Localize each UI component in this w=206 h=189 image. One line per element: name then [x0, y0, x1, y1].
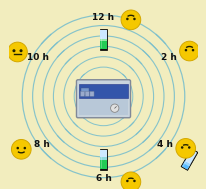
Circle shape	[23, 147, 26, 149]
Bar	[183, 161, 189, 167]
Circle shape	[11, 139, 31, 159]
Bar	[181, 161, 189, 170]
Circle shape	[180, 146, 183, 149]
Text: 6 h: 6 h	[95, 174, 111, 183]
Circle shape	[132, 18, 135, 20]
Circle shape	[121, 172, 140, 189]
Circle shape	[125, 18, 128, 20]
Bar	[100, 157, 106, 160]
Bar	[100, 39, 106, 41]
Circle shape	[184, 49, 186, 51]
FancyBboxPatch shape	[78, 99, 128, 115]
Text: 12 h: 12 h	[92, 12, 114, 22]
Circle shape	[187, 146, 190, 149]
Circle shape	[132, 180, 135, 182]
Bar	[182, 156, 188, 167]
Circle shape	[12, 49, 15, 52]
Bar	[100, 39, 106, 49]
Text: 4 h: 4 h	[156, 140, 172, 149]
Circle shape	[110, 104, 118, 112]
Bar	[100, 37, 101, 48]
Bar	[99, 29, 107, 50]
Bar	[100, 150, 106, 169]
FancyBboxPatch shape	[80, 91, 84, 96]
Bar	[180, 149, 197, 170]
Circle shape	[175, 139, 195, 158]
Bar	[100, 156, 101, 168]
Bar	[100, 30, 106, 49]
Circle shape	[8, 42, 27, 62]
Text: 10 h: 10 h	[27, 53, 49, 62]
Circle shape	[16, 147, 19, 149]
Circle shape	[179, 41, 198, 61]
Text: 8 h: 8 h	[34, 140, 50, 149]
Circle shape	[121, 10, 140, 30]
FancyBboxPatch shape	[79, 84, 127, 98]
FancyBboxPatch shape	[89, 91, 94, 96]
FancyBboxPatch shape	[76, 80, 130, 118]
Bar	[99, 149, 107, 170]
Circle shape	[19, 49, 22, 52]
Circle shape	[191, 49, 193, 51]
FancyBboxPatch shape	[81, 88, 89, 95]
Circle shape	[125, 180, 128, 182]
FancyBboxPatch shape	[85, 91, 89, 96]
Text: 2 h: 2 h	[160, 53, 176, 62]
Bar	[181, 149, 196, 170]
Bar	[100, 157, 106, 169]
